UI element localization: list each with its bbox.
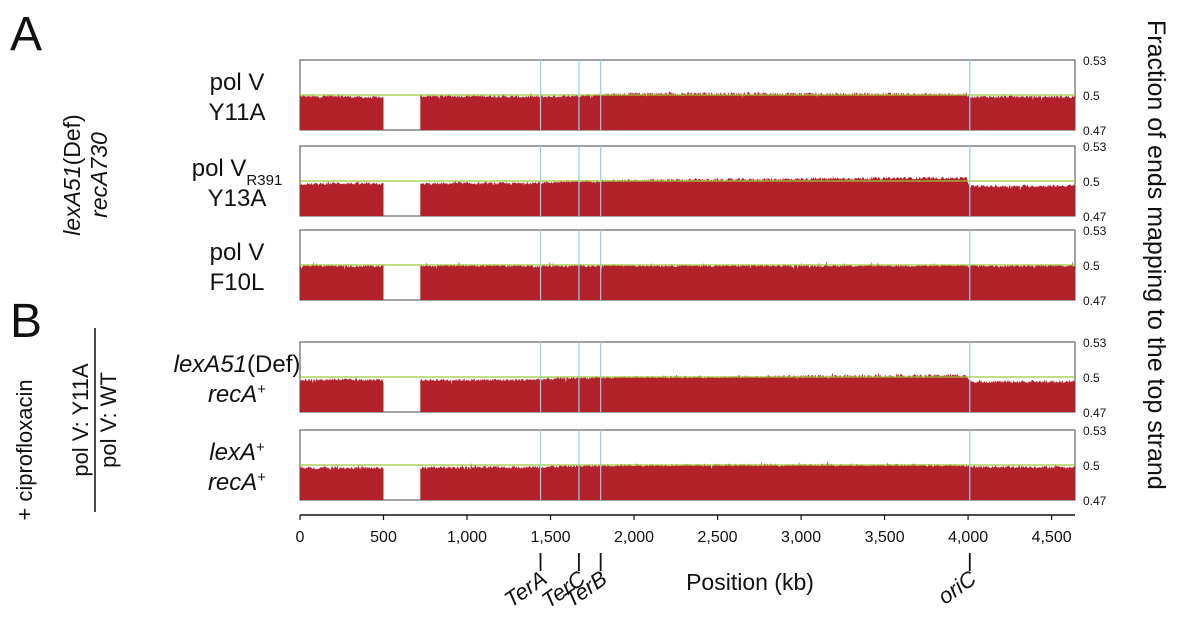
group-b-condition: + ciprofloxacin [12,379,37,520]
x-tick-label: 3,500 [865,529,905,546]
x-tick-label: 0 [296,529,305,546]
track-5: 0.47 0.5 0.53 lexA+recA+ [208,424,1107,508]
series-label-line2: Y13A [208,185,267,212]
series-label-line1: pol VR391 [192,155,283,189]
group-a-line1-rest: (Def) [59,114,85,165]
x-tick-label: 2,500 [698,529,738,546]
x-axis: 0 500 1,000 1,500 2,000 2,500 3,000 3,500 4,000 4… [296,514,1075,546]
y-tick-label: 0.53 [1083,140,1107,154]
y-tick-label: 0.53 [1083,424,1107,438]
series-label: lexA+recA+ [208,439,266,497]
y-tick-label: 0.47 [1083,124,1107,138]
group-b-numerator: pol V: Y11A [68,363,93,477]
group-a-label: lexA51(Def) recA730 [59,114,112,235]
y-tick-label: 0.47 [1083,210,1107,224]
y-tick-label: 0.47 [1083,406,1107,420]
track-1: 0.47 0.5 0.53 pol V Y11A [209,54,1107,138]
track-profile [300,372,1075,412]
panel-letter-b: B [10,295,42,348]
x-tick-label: 1,000 [447,529,487,546]
group-a-line2: recA730 [86,132,112,218]
panel-letter-a: A [10,8,42,61]
x-axis-label: Position (kb) [686,569,814,595]
group-b-ratio: pol V: Y11A pol V: WT [68,328,121,512]
series-label-line2: recA+ [208,469,266,497]
right-axis-title-group: Fraction of ends mapping to the top stra… [1142,20,1170,490]
track-profile [300,91,1075,130]
y-tick-label: 0.47 [1083,494,1107,508]
x-tick-label: 2,000 [614,529,654,546]
x-tick-label: 3,000 [781,529,821,546]
track-profile [300,461,1075,500]
series-label: pol V Y11A [209,69,266,126]
series-label-line2: Y11A [209,99,266,126]
y-tick-label: 0.5 [1083,259,1100,273]
x-tick-label: 4,000 [948,529,988,546]
track-4: 0.47 0.5 0.53 lexA51(Def) recA+ [174,336,1107,420]
y-tick-label: 0.5 [1083,175,1100,189]
y-tick-label: 0.5 [1083,89,1100,103]
x-tick-label: 4,500 [1032,529,1072,546]
series-label-subscript: R391 [246,172,282,189]
series-label-line1: lexA51(Def) [174,351,301,378]
svg-text:lexA51(Def): lexA51(Def) [59,114,85,235]
series-label-line1: pol V [210,69,265,96]
right-axis-title: Fraction of ends mapping to the top stra… [1142,20,1170,490]
track-3: 0.47 0.5 0.53 pol V F10L [210,224,1107,308]
track-profile [300,175,1075,216]
series-label-line1: lexA+ [209,439,265,467]
series-label: pol V F10L [210,239,265,296]
group-b-denominator: pol V: WT [96,372,121,468]
series-label-line2: F10L [210,269,265,296]
series-label: lexA51(Def) recA+ [174,351,301,408]
y-tick-label: 0.53 [1083,224,1107,238]
y-tick-label: 0.53 [1083,54,1107,68]
marker-label-oric: oriC [933,566,980,610]
group-a-line1-italic: lexA51 [59,165,85,235]
y-tick-label: 0.53 [1083,336,1107,350]
x-tick-label: 1,500 [531,529,571,546]
series-label-line2: recA+ [208,381,266,409]
group-b-label: + ciprofloxacin [12,379,37,520]
y-tick-label: 0.47 [1083,294,1107,308]
x-tick-label: 500 [370,529,397,546]
track-profile [300,261,1075,300]
series-label-line1: pol V [210,239,265,266]
y-tick-label: 0.5 [1083,371,1100,385]
y-tick-label: 0.5 [1083,459,1100,473]
